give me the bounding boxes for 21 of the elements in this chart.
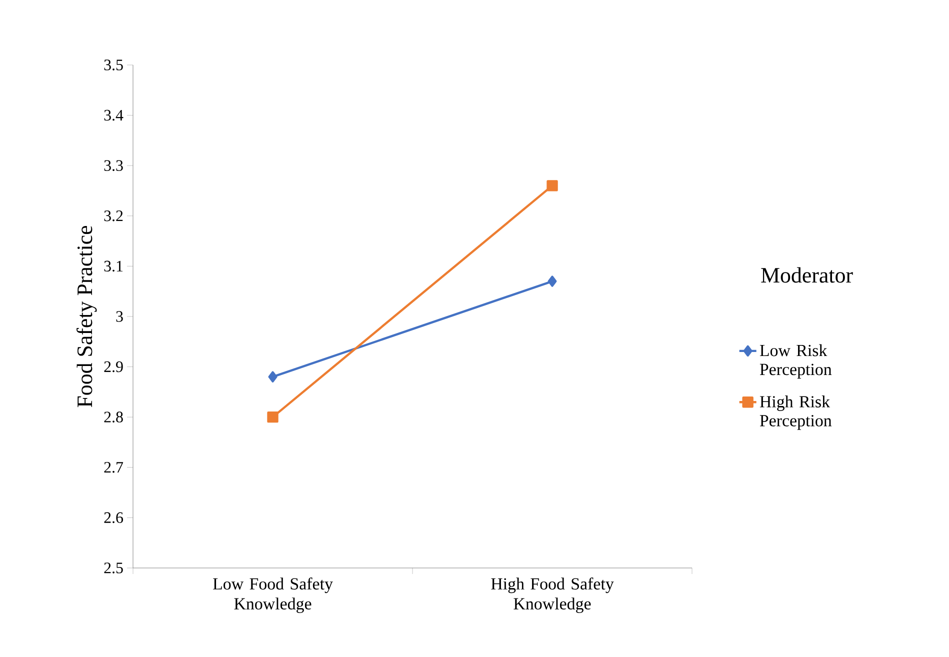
x-tick-label: Low Food Safety Knowledge — [213, 578, 333, 614]
legend-label: High Risk Perception — [760, 396, 832, 430]
legend-title: Moderator — [761, 267, 853, 283]
point — [267, 411, 278, 423]
y-tick-label: 2.7 — [104, 462, 124, 473]
y-tick-label: 2.6 — [104, 512, 124, 524]
y-axis-title: Food Safety Practice — [76, 226, 97, 408]
x-tick-label: High Food Safety Knowledge — [491, 578, 614, 614]
point — [546, 180, 558, 192]
y-tick-label: 3.5 — [104, 60, 123, 70]
legend-label: Low Risk Perception — [760, 344, 832, 379]
y-tick-label: 3.4 — [104, 110, 124, 121]
y-tick-label: 3 — [116, 311, 123, 322]
y-tick-label: 3.2 — [104, 210, 123, 222]
y-tick-label: 2.5 — [104, 562, 123, 574]
point — [548, 276, 557, 287]
y-tick-label: 2.8 — [104, 412, 123, 422]
y-tick-label: 2.9 — [104, 361, 123, 372]
point — [268, 371, 278, 382]
y-tick-label: 3.3 — [104, 160, 123, 171]
y-tick-label: 3.1 — [104, 260, 123, 272]
